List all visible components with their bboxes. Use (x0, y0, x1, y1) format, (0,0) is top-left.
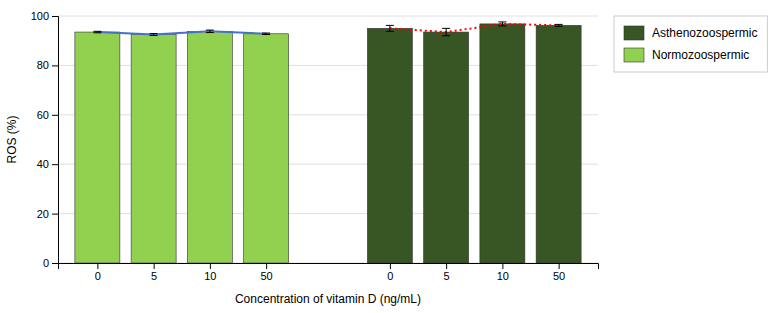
error-bar (442, 28, 450, 35)
tick-mark (52, 263, 58, 264)
x-tick: 0 (95, 263, 101, 282)
legend: Asthenozoospermic Normozoospermic (614, 16, 767, 72)
tick-label: 100 (31, 10, 49, 22)
axis-line (52, 17, 59, 264)
x-tick: 10 (204, 263, 216, 282)
tick-label: 0 (95, 270, 101, 282)
bar (75, 32, 120, 263)
tick-label: 20 (37, 208, 49, 220)
legend-label: Normozoospermic (652, 48, 749, 62)
tick-mark (52, 65, 58, 66)
y-tick: 80 (37, 59, 58, 71)
tick-label: 0 (387, 270, 393, 282)
tick-mark (446, 263, 447, 269)
bar (131, 35, 176, 263)
error-bar (262, 33, 270, 34)
error-bar (498, 22, 506, 26)
tick-label: 50 (261, 270, 273, 282)
axis-line (59, 264, 599, 270)
tick-label: 0 (43, 257, 49, 269)
bar (424, 32, 469, 263)
x-tick: 50 (553, 263, 565, 282)
tick-label: 40 (37, 158, 49, 170)
bar (187, 31, 232, 263)
bar (480, 24, 525, 263)
error-bars (93, 30, 270, 35)
legend-item: Normozoospermic (624, 48, 749, 62)
tick-label: 10 (497, 270, 509, 282)
tick-mark (559, 263, 560, 269)
tick-mark (52, 115, 58, 116)
y-tick: 100 (31, 10, 58, 22)
chart: 0 20 40 60 80 100 0 5 10 50 0 5 10 50 Concentration of… (0, 0, 778, 313)
tick-mark (52, 16, 58, 17)
y-axis-title: ROS (%) (5, 115, 19, 163)
line (390, 24, 559, 32)
bar (367, 28, 412, 263)
x-tick: 10 (497, 263, 509, 282)
error-bar (386, 25, 394, 31)
tick-label: 50 (553, 270, 565, 282)
tick-label: 5 (151, 270, 157, 282)
legend-item: Asthenozoospermic (624, 26, 757, 40)
tick-mark (52, 214, 58, 215)
tick-mark (266, 263, 267, 269)
legend-label: Asthenozoospermic (652, 26, 757, 40)
legend-swatch (624, 26, 644, 40)
x-tick: 5 (151, 263, 157, 282)
bar-series (75, 31, 289, 263)
tick-mark (502, 263, 503, 269)
error-bar (206, 30, 214, 32)
bar (244, 34, 289, 263)
error-bar (150, 34, 158, 36)
grid-line (58, 16, 598, 17)
y-axis: 0 20 40 60 80 100 (31, 10, 59, 269)
x-tick: 50 (261, 263, 273, 282)
y-tick: 60 (37, 109, 58, 121)
line (97, 31, 266, 34)
bar (536, 25, 581, 263)
y-tick: 40 (37, 158, 58, 170)
y-tick: 0 (43, 257, 58, 269)
tick-mark (210, 263, 211, 269)
tick-mark (390, 263, 391, 269)
legend-swatch (624, 48, 644, 62)
tick-label: 10 (204, 270, 216, 282)
error-bars (386, 22, 563, 36)
tick-label: 80 (37, 59, 49, 71)
tick-mark (154, 263, 155, 269)
legend-frame (614, 16, 767, 72)
bar-series (367, 24, 581, 263)
y-tick: 20 (37, 208, 58, 220)
tick-label: 60 (37, 109, 49, 121)
x-tick: 0 (387, 263, 393, 282)
error-bar (555, 24, 563, 26)
tick-mark (97, 263, 98, 269)
grid (58, 16, 598, 263)
x-tick: 5 (444, 263, 450, 282)
x-axis: 0 5 10 50 0 5 10 50 (59, 263, 599, 282)
marks (75, 22, 581, 263)
tick-mark (52, 164, 58, 165)
x-axis-title: Concentration of vitamin D (ng/mL) (235, 292, 421, 306)
tick-label: 5 (444, 270, 450, 282)
error-bar (93, 31, 101, 32)
plot: 0 20 40 60 80 100 0 5 10 50 0 5 10 50 (31, 10, 599, 282)
